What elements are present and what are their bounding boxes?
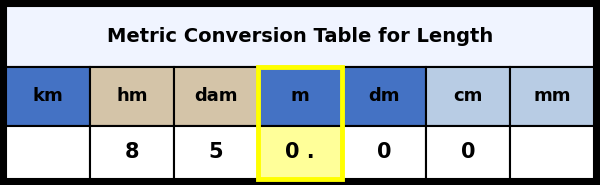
Text: mm: mm bbox=[533, 88, 571, 105]
FancyBboxPatch shape bbox=[174, 126, 258, 179]
Text: cm: cm bbox=[454, 88, 482, 105]
FancyBboxPatch shape bbox=[90, 67, 174, 126]
FancyBboxPatch shape bbox=[258, 126, 342, 179]
FancyBboxPatch shape bbox=[90, 126, 174, 179]
Text: dm: dm bbox=[368, 88, 400, 105]
FancyBboxPatch shape bbox=[174, 67, 258, 126]
FancyBboxPatch shape bbox=[6, 126, 90, 179]
Text: 0 .: 0 . bbox=[285, 142, 315, 162]
Text: km: km bbox=[32, 88, 64, 105]
Text: 0: 0 bbox=[377, 142, 391, 162]
FancyBboxPatch shape bbox=[426, 67, 510, 126]
Text: 5: 5 bbox=[209, 142, 223, 162]
FancyBboxPatch shape bbox=[342, 126, 426, 179]
Text: 8: 8 bbox=[125, 142, 139, 162]
FancyBboxPatch shape bbox=[6, 6, 594, 67]
Text: dam: dam bbox=[194, 88, 238, 105]
FancyBboxPatch shape bbox=[510, 126, 594, 179]
FancyBboxPatch shape bbox=[342, 67, 426, 126]
FancyBboxPatch shape bbox=[6, 67, 90, 126]
Text: 0: 0 bbox=[461, 142, 475, 162]
FancyBboxPatch shape bbox=[258, 67, 342, 126]
Text: hm: hm bbox=[116, 88, 148, 105]
Text: m: m bbox=[290, 88, 310, 105]
Text: Metric Conversion Table for Length: Metric Conversion Table for Length bbox=[107, 27, 493, 46]
FancyBboxPatch shape bbox=[426, 126, 510, 179]
FancyBboxPatch shape bbox=[510, 67, 594, 126]
